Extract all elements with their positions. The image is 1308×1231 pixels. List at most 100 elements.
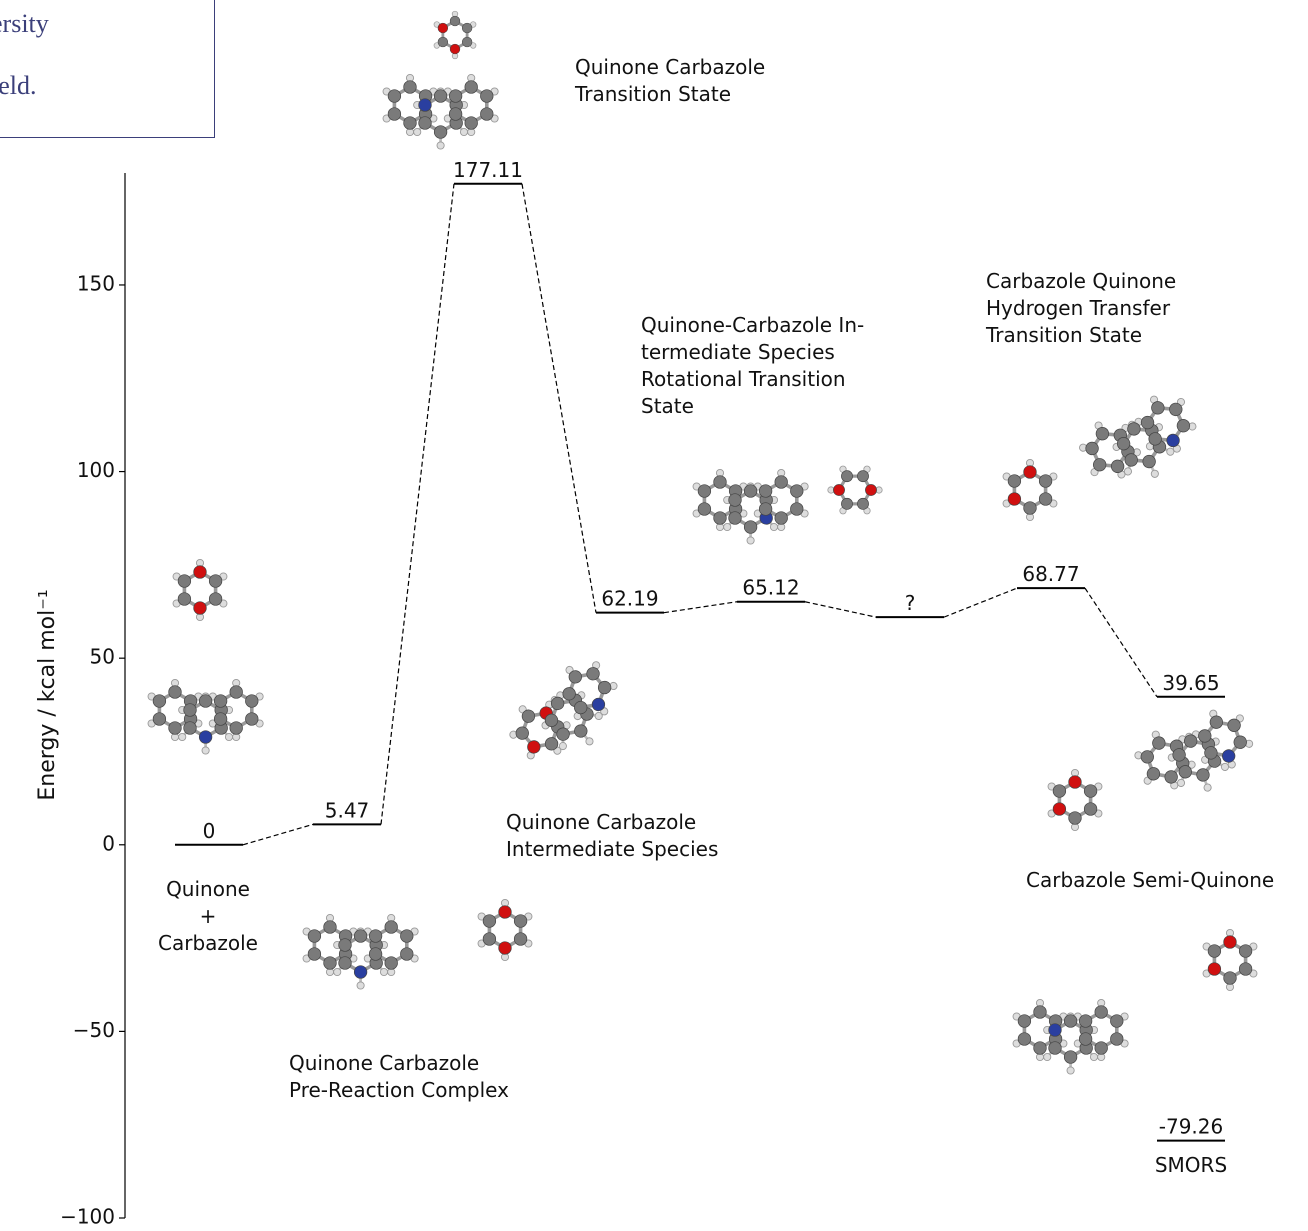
y-tick-label: 100	[77, 458, 115, 482]
atom	[230, 686, 243, 699]
value-label: 39.65	[1162, 671, 1219, 695]
atom	[744, 521, 757, 534]
value-label: 5.47	[325, 798, 370, 822]
atom	[1053, 785, 1066, 798]
atom	[857, 471, 868, 482]
atom	[775, 512, 788, 525]
atom	[1084, 785, 1097, 798]
atom	[194, 602, 207, 615]
hydrogen	[357, 982, 364, 989]
atom	[184, 722, 197, 735]
atom	[354, 966, 367, 979]
atom	[499, 906, 512, 919]
hydrogen	[1150, 469, 1160, 479]
atom	[729, 512, 742, 525]
hydrogen	[1044, 1053, 1051, 1060]
atom	[744, 485, 757, 498]
atom	[169, 686, 182, 699]
molecule-image	[1013, 999, 1128, 1074]
atom	[1039, 475, 1052, 488]
molecule-image	[383, 74, 498, 149]
atom	[1110, 1033, 1123, 1046]
level-name: Carbazole Semi-Quinone	[1026, 867, 1274, 894]
atom	[404, 117, 417, 130]
atom	[449, 108, 462, 121]
hydrogen	[460, 128, 467, 135]
molecule-image	[828, 466, 882, 514]
level-name: Carbazole Quinone Hydrogen Transfer Tran…	[986, 268, 1176, 349]
page: {"logo_lines": ["ersity", "ield."], "cha…	[0, 0, 1308, 1231]
connector	[522, 184, 596, 613]
atom	[339, 957, 352, 970]
atom	[480, 108, 493, 121]
atom	[308, 948, 321, 961]
atom	[438, 23, 448, 33]
hydrogen	[225, 733, 232, 740]
value-label: 68.77	[1022, 562, 1079, 586]
connector	[944, 588, 1017, 617]
atom	[419, 117, 432, 130]
atom	[1239, 945, 1252, 958]
atom	[434, 90, 447, 103]
atom	[1039, 493, 1052, 506]
atom	[698, 485, 711, 498]
y-tick-label: 50	[90, 645, 115, 669]
atom	[230, 722, 243, 735]
atom	[438, 37, 448, 47]
level-name: Quinone Carbazole Pre-Reaction Complex	[289, 1050, 509, 1104]
molecule-image	[173, 559, 227, 620]
y-tick-label: −50	[73, 1018, 115, 1042]
atom	[1069, 812, 1082, 825]
atom	[400, 930, 413, 943]
atom	[790, 485, 803, 498]
atom	[833, 484, 844, 495]
hydrogen	[414, 128, 421, 135]
atom	[1084, 803, 1097, 816]
atom	[1095, 1042, 1108, 1055]
atom	[450, 44, 460, 54]
atom	[775, 476, 788, 489]
atom	[1024, 466, 1037, 479]
atom	[1018, 1033, 1031, 1046]
atom	[1079, 1015, 1092, 1028]
value-label: 0	[203, 819, 216, 843]
hydrogen	[437, 142, 444, 149]
hydrogen	[1090, 1053, 1097, 1060]
atom	[1224, 972, 1237, 985]
atom	[1008, 493, 1021, 506]
atom	[841, 471, 852, 482]
atom	[841, 498, 852, 509]
atom	[449, 90, 462, 103]
atom	[1034, 1042, 1047, 1055]
atom	[404, 81, 417, 94]
value-label: -79.26	[1159, 1115, 1223, 1139]
value-label: 177.11	[453, 158, 523, 182]
atom	[178, 593, 191, 606]
atom	[1224, 936, 1237, 949]
atom	[385, 957, 398, 970]
chart: Energy / kcal mol⁻¹ −100−5005010015005.4…	[0, 0, 1308, 1231]
atom	[209, 593, 222, 606]
hydrogen	[179, 733, 186, 740]
atom	[450, 16, 460, 26]
level-name: Quinone Carbazole Transition State	[575, 54, 765, 108]
atom	[714, 476, 727, 489]
atom	[153, 713, 166, 726]
atom	[1024, 502, 1037, 515]
level-name: Quinone Carbazole Intermediate Species	[506, 809, 718, 863]
connector	[664, 602, 737, 613]
hydrogen	[1203, 783, 1212, 792]
connector	[381, 184, 454, 825]
molecule-image	[500, 650, 636, 781]
atom	[388, 108, 401, 121]
molecule-image	[303, 914, 418, 989]
atom	[339, 939, 352, 952]
atom	[465, 117, 478, 130]
atom	[369, 948, 382, 961]
atom	[1018, 1015, 1031, 1028]
atom	[465, 81, 478, 94]
hydrogen	[770, 523, 777, 530]
connector	[805, 602, 876, 617]
atom	[199, 695, 212, 708]
atom	[434, 126, 447, 139]
